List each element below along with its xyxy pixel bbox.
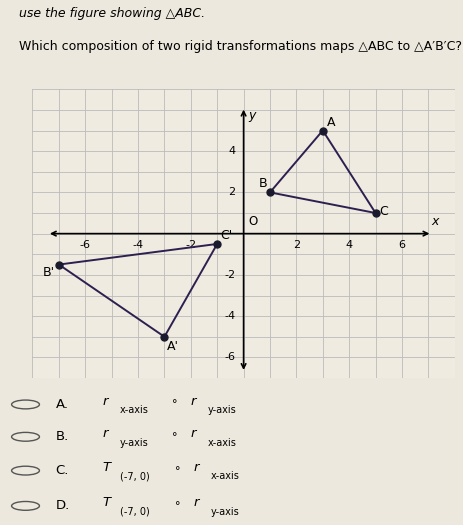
Text: O: O xyxy=(248,215,257,228)
Text: T: T xyxy=(102,461,110,474)
Text: r: r xyxy=(190,427,195,440)
Text: r: r xyxy=(193,497,198,509)
Text: B: B xyxy=(258,177,267,191)
Text: °: ° xyxy=(171,400,177,410)
Text: x: x xyxy=(430,215,438,228)
Text: 4: 4 xyxy=(228,146,235,156)
Text: -6: -6 xyxy=(80,240,91,250)
Text: y-axis: y-axis xyxy=(119,438,148,448)
Text: r: r xyxy=(190,395,195,408)
Text: -4: -4 xyxy=(224,311,235,321)
Text: B': B' xyxy=(43,266,55,279)
Text: (-7, 0): (-7, 0) xyxy=(119,471,149,481)
Text: A: A xyxy=(326,117,334,130)
Text: 6: 6 xyxy=(398,240,405,250)
Text: A': A' xyxy=(167,340,179,353)
Text: 2: 2 xyxy=(292,240,299,250)
Text: r: r xyxy=(193,461,198,474)
Text: °: ° xyxy=(174,466,180,476)
Text: (-7, 0): (-7, 0) xyxy=(119,507,149,517)
Text: r: r xyxy=(102,395,107,408)
Text: C.: C. xyxy=(56,464,69,477)
Text: C: C xyxy=(379,205,388,218)
Text: °: ° xyxy=(174,501,180,511)
Text: Which composition of two rigid transformations maps △ABC to △A′B′C?: Which composition of two rigid transform… xyxy=(19,40,461,54)
Text: x-axis: x-axis xyxy=(207,438,236,448)
Text: x-axis: x-axis xyxy=(119,405,148,415)
Text: -6: -6 xyxy=(224,352,235,362)
Text: B.: B. xyxy=(56,430,69,443)
Text: -4: -4 xyxy=(132,240,143,250)
Text: y-axis: y-axis xyxy=(207,405,236,415)
Text: 4: 4 xyxy=(345,240,352,250)
Text: x-axis: x-axis xyxy=(210,471,239,481)
Text: D.: D. xyxy=(56,499,70,512)
Text: -2: -2 xyxy=(224,270,235,280)
Text: T: T xyxy=(102,497,110,509)
Text: °: ° xyxy=(171,432,177,442)
Text: use the figure showing △ABC.: use the figure showing △ABC. xyxy=(19,7,204,20)
Text: y: y xyxy=(248,109,255,122)
Text: r: r xyxy=(102,427,107,440)
Text: C': C' xyxy=(219,229,232,242)
Text: y-axis: y-axis xyxy=(210,507,239,517)
Text: -2: -2 xyxy=(185,240,196,250)
Text: 2: 2 xyxy=(228,187,235,197)
Text: A.: A. xyxy=(56,398,69,411)
